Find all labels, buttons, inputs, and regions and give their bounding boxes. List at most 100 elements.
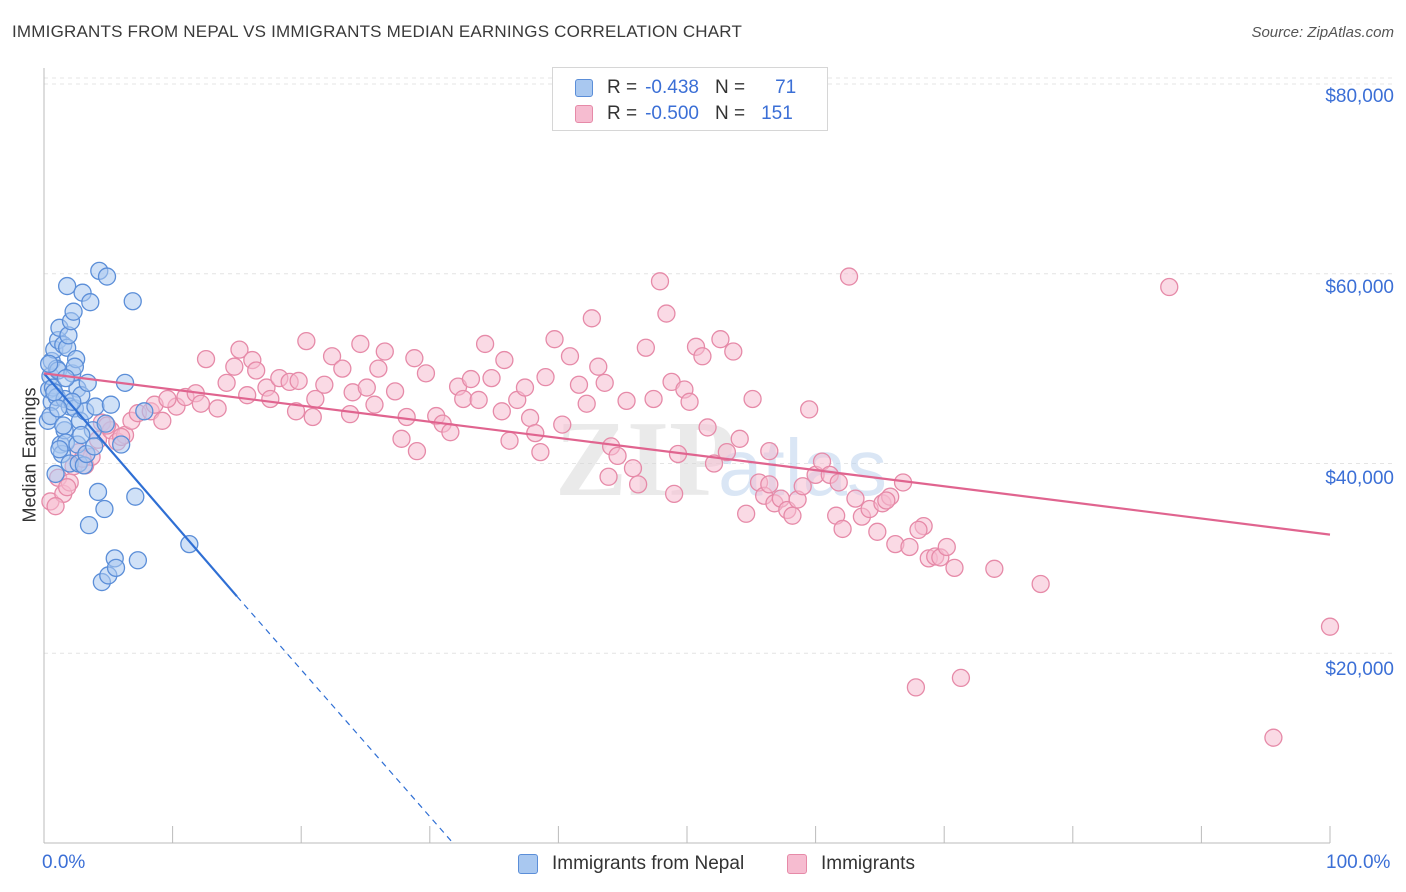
data-point-immigrants: [322, 347, 342, 366]
data-point-immigrants: [760, 475, 779, 494]
data-point-nepal: [128, 551, 148, 570]
data-point-immigrants: [495, 350, 514, 370]
legend-swatch-blue: [518, 854, 538, 874]
legend-item-immigrants[interactable]: Immigrants: [787, 852, 915, 876]
data-point-immigrants: [760, 442, 779, 461]
legend-swatch-pink: [787, 854, 807, 874]
data-point-nepal: [135, 402, 154, 421]
data-point-immigrants: [208, 399, 227, 418]
series-legend: Immigrants from Nepal Immigrants: [0, 852, 1406, 878]
data-point-immigrants: [351, 334, 370, 354]
data-point-immigrants: [492, 402, 511, 421]
data-point-immigrants: [569, 375, 589, 394]
data-point-immigrants: [225, 357, 244, 376]
data-point-immigrants: [680, 392, 699, 411]
data-point-immigrants: [57, 478, 77, 497]
data-point-nepal: [86, 397, 105, 416]
legend-r-value: -0.500: [645, 103, 699, 124]
data-point-immigrants: [303, 407, 322, 427]
data-point-immigrants: [698, 418, 717, 437]
data-point-nepal: [64, 302, 83, 321]
data-point-immigrants: [333, 359, 352, 378]
data-point-nepal: [46, 464, 65, 484]
data-point-immigrants: [482, 368, 501, 388]
data-point-immigrants: [158, 389, 177, 409]
data-point-immigrants: [475, 334, 495, 354]
data-point-immigrants: [469, 390, 488, 410]
data-point-nepal: [88, 482, 108, 502]
data-point-immigrants: [385, 382, 405, 401]
data-point-immigrants: [416, 364, 436, 383]
data-point-nepal: [95, 499, 114, 519]
data-point-immigrants: [230, 340, 249, 359]
data-point-immigrants: [743, 389, 762, 409]
data-point-immigrants: [560, 347, 580, 366]
trendline-nepal-extension: [236, 595, 454, 844]
series-nepal-points: [38, 261, 199, 592]
data-point-immigrants: [1031, 574, 1050, 594]
data-point-immigrants: [441, 423, 460, 442]
data-point-immigrants: [553, 415, 572, 434]
data-point-nepal: [39, 354, 59, 374]
data-point-immigrants: [906, 678, 926, 697]
legend-n-value: 151: [761, 103, 793, 124]
data-point-immigrants: [599, 467, 618, 486]
data-point-immigrants: [951, 668, 971, 688]
y-axis-label: Median Earnings: [19, 387, 40, 523]
data-point-immigrants: [595, 373, 614, 392]
y-tick-label: $60,000: [1325, 277, 1394, 298]
data-point-nepal: [106, 558, 126, 578]
legend-item-nepal[interactable]: Immigrants from Nepal: [518, 852, 744, 876]
data-point-immigrants: [46, 497, 65, 516]
data-point-immigrants: [800, 400, 819, 419]
data-point-nepal: [112, 435, 131, 454]
data-point-immigrants: [623, 459, 643, 478]
data-point-nepal: [85, 437, 104, 456]
data-point-immigrants: [945, 558, 964, 578]
data-point-immigrants: [717, 442, 737, 462]
chart-title: IMMIGRANTS FROM NEPAL VS IMMIGRANTS MEDI…: [12, 22, 743, 41]
data-point-immigrants: [644, 389, 663, 409]
data-point-immigrants: [589, 357, 608, 376]
x-tick-left: 0.0%: [42, 852, 86, 873]
data-point-immigrants: [454, 389, 473, 409]
data-point-immigrants: [405, 349, 424, 368]
data-point-immigrants: [985, 559, 1004, 578]
data-point-nepal: [126, 487, 145, 506]
data-point-immigrants: [704, 454, 724, 473]
data-point-immigrants: [877, 491, 896, 510]
data-point-nepal: [54, 416, 73, 435]
legend-row-nepal: R = -0.438 N = 71: [575, 76, 796, 100]
data-point-immigrants: [365, 395, 384, 414]
data-point-immigrants: [829, 473, 848, 492]
data-point-immigrants: [657, 304, 676, 323]
data-point-immigrants: [217, 373, 236, 392]
data-point-immigrants: [839, 267, 859, 286]
legend-n-label: N =: [714, 77, 746, 98]
data-point-nepal: [50, 440, 69, 459]
data-point-nepal: [57, 276, 77, 296]
data-point-immigrants: [515, 378, 535, 397]
data-point-immigrants: [461, 369, 481, 389]
data-point-immigrants: [1264, 728, 1283, 747]
legend-label-immigrants: Immigrants: [821, 853, 915, 874]
axes: [43, 68, 1331, 844]
data-point-immigrants: [357, 378, 376, 397]
data-point-immigrants: [340, 405, 360, 424]
legend-n-label: N =: [714, 103, 746, 124]
data-point-immigrants: [730, 429, 749, 448]
y-tick-label: $40,000: [1325, 468, 1394, 489]
legend-row-immigrants: R = -0.500 N = 151: [575, 102, 793, 126]
data-point-nepal: [72, 425, 91, 445]
data-point-immigrants: [536, 367, 555, 387]
correlation-legend: R = -0.438 N = 71 R = -0.500 N = 151: [552, 67, 828, 131]
data-point-immigrants: [737, 504, 756, 523]
data-point-immigrants: [261, 389, 280, 409]
legend-r-label: R =: [607, 77, 638, 98]
data-point-immigrants: [392, 429, 411, 448]
data-point-immigrants: [628, 475, 648, 494]
data-point-immigrants: [868, 522, 887, 541]
data-point-nepal: [56, 368, 76, 388]
source-label: Source: ZipAtlas.com: [1251, 24, 1394, 41]
